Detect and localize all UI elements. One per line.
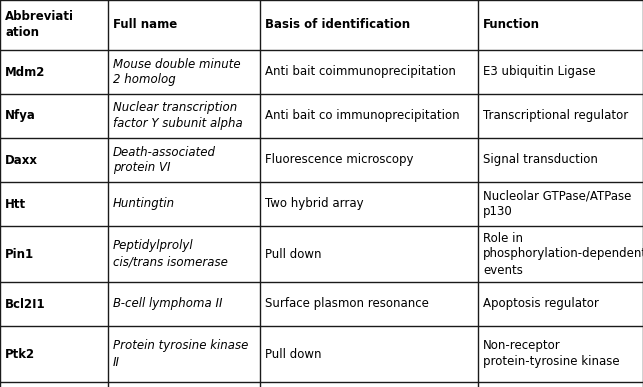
Text: Apoptosis regulator: Apoptosis regulator — [483, 298, 599, 310]
Text: Protein tyrosine kinase
II: Protein tyrosine kinase II — [113, 339, 248, 368]
Text: Transcriptional regulator: Transcriptional regulator — [483, 110, 628, 123]
Text: Basis of identification: Basis of identification — [265, 19, 410, 31]
Text: Two hybrid array: Two hybrid array — [265, 197, 364, 211]
Text: Pull down: Pull down — [265, 348, 322, 361]
Text: Peptidylprolyl
cis/trans isomerase: Peptidylprolyl cis/trans isomerase — [113, 240, 228, 269]
Text: Function: Function — [483, 19, 540, 31]
Text: Pin1: Pin1 — [5, 248, 34, 260]
Text: Anti bait co immunoprecipitation: Anti bait co immunoprecipitation — [265, 110, 460, 123]
Text: Nucleolar GTPase/ATPase
p130: Nucleolar GTPase/ATPase p130 — [483, 190, 631, 219]
Text: Role in
phosphorylation-dependent
events: Role in phosphorylation-dependent events — [483, 231, 643, 276]
Text: Pull down: Pull down — [265, 248, 322, 260]
Text: E3 ubiquitin Ligase: E3 ubiquitin Ligase — [483, 65, 595, 79]
Text: Nuclear transcription
factor Y subunit alpha: Nuclear transcription factor Y subunit a… — [113, 101, 243, 130]
Text: Non-receptor
protein-tyrosine kinase: Non-receptor protein-tyrosine kinase — [483, 339, 620, 368]
Text: Htt: Htt — [5, 197, 26, 211]
Text: Mdm2: Mdm2 — [5, 65, 46, 79]
Text: Fluorescence microscopy: Fluorescence microscopy — [265, 154, 413, 166]
Text: Huntingtin: Huntingtin — [113, 197, 175, 211]
Text: Ptk2: Ptk2 — [5, 348, 35, 361]
Text: Bcl2I1: Bcl2I1 — [5, 298, 46, 310]
Text: Surface plasmon resonance: Surface plasmon resonance — [265, 298, 429, 310]
Text: Nfya: Nfya — [5, 110, 36, 123]
Text: Full name: Full name — [113, 19, 177, 31]
Text: B-cell lymphoma II: B-cell lymphoma II — [113, 298, 222, 310]
Text: Daxx: Daxx — [5, 154, 38, 166]
Text: Abbreviati
ation: Abbreviati ation — [5, 10, 74, 39]
Text: Signal transduction: Signal transduction — [483, 154, 598, 166]
Text: Anti bait coimmunoprecipitation: Anti bait coimmunoprecipitation — [265, 65, 456, 79]
Text: Death-associated
protein VI: Death-associated protein VI — [113, 146, 216, 175]
Text: Mouse double minute
2 homolog: Mouse double minute 2 homolog — [113, 58, 240, 87]
